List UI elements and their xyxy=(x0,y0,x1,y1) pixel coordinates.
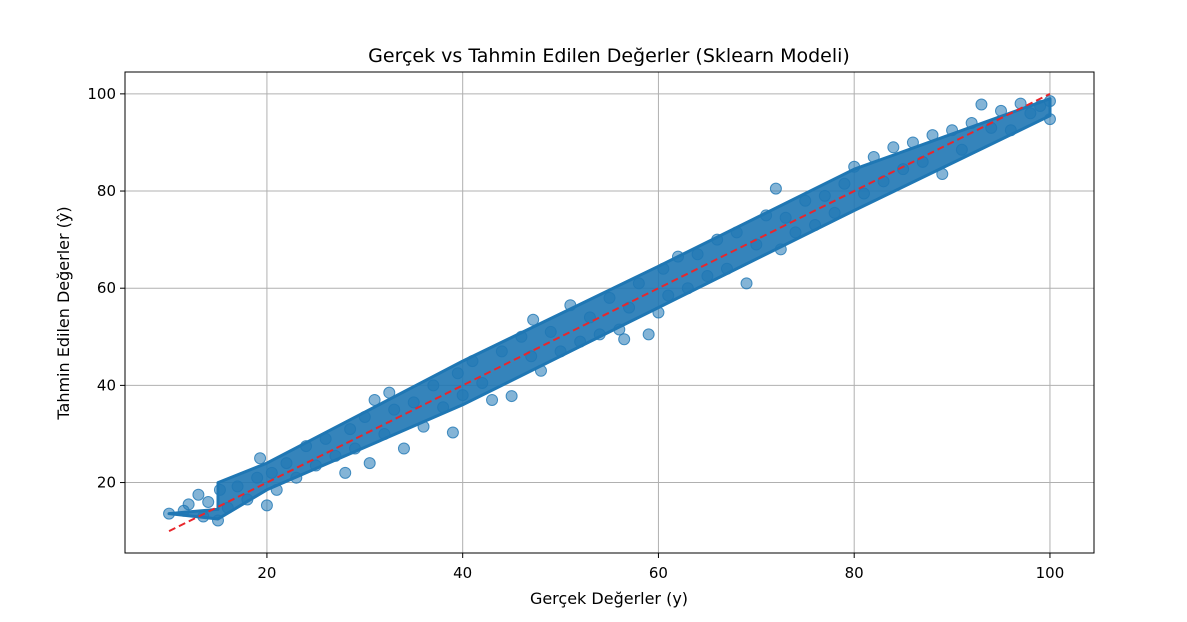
y-tick-label: 60 xyxy=(97,279,116,297)
data-point xyxy=(397,442,410,455)
data-point xyxy=(254,452,267,465)
x-axis-ticks: 20 40 60 80 100 xyxy=(257,553,1064,582)
data-point xyxy=(618,333,631,346)
y-axis-label: Tahmin Edilen Değerler (ŷ) xyxy=(54,206,73,420)
y-tick-label: 100 xyxy=(87,85,116,103)
x-tick-label: 20 xyxy=(257,564,276,582)
data-point xyxy=(202,495,215,508)
data-point xyxy=(887,141,900,154)
data-point xyxy=(505,390,518,403)
data-point xyxy=(527,313,540,326)
chart-title: Gerçek vs Tahmin Edilen Değerler (Sklear… xyxy=(368,45,850,67)
data-point xyxy=(446,426,459,439)
y-tick-label: 40 xyxy=(97,376,116,394)
data-point xyxy=(486,393,499,406)
plot-frame xyxy=(124,71,1095,554)
data-point xyxy=(363,457,376,470)
data-point xyxy=(182,498,195,511)
x-tick-label: 60 xyxy=(649,564,668,582)
x-tick-label: 80 xyxy=(845,564,864,582)
reference-line xyxy=(168,92,1051,533)
x-axis-label: Gerçek Değerler (y) xyxy=(530,589,688,608)
data-point xyxy=(769,182,782,195)
y-tick-label: 80 xyxy=(97,182,116,200)
data-point xyxy=(642,328,655,341)
y-axis-ticks: 20 40 60 80 100 xyxy=(87,85,125,492)
data-point xyxy=(975,98,988,111)
data-point xyxy=(740,277,753,290)
x-tick-label: 40 xyxy=(453,564,472,582)
data-point xyxy=(339,466,352,479)
x-tick-label: 100 xyxy=(1036,564,1065,582)
data-point xyxy=(260,499,273,512)
data-point xyxy=(192,488,205,501)
y-tick-label: 20 xyxy=(97,474,116,492)
